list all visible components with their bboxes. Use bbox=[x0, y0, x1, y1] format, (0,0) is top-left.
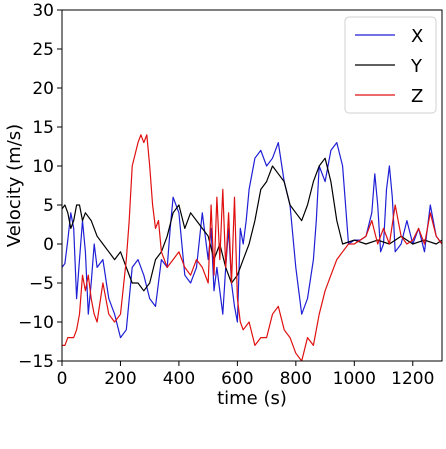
x-axis-label: time (s) bbox=[217, 388, 287, 409]
x-tick-label: 0 bbox=[57, 369, 68, 389]
y-tick-label: 25 bbox=[32, 40, 54, 60]
y-tick-label: 30 bbox=[32, 1, 54, 21]
y-tick-label: 10 bbox=[32, 157, 54, 177]
legend-label-z: Z bbox=[411, 86, 423, 107]
y-tick-label: 5 bbox=[43, 196, 54, 216]
series-layer bbox=[62, 134, 442, 361]
y-tick-label: −10 bbox=[18, 313, 54, 333]
x-tick-label: 600 bbox=[221, 369, 253, 389]
x-tick-label: 800 bbox=[280, 369, 312, 389]
x-tick-label: 200 bbox=[104, 369, 136, 389]
y-tick-label: 20 bbox=[32, 79, 54, 99]
plot-frame bbox=[61, 9, 443, 362]
legend-label-x: X bbox=[411, 26, 423, 47]
y-tick-label: −15 bbox=[18, 352, 54, 372]
x-tick-label: 1200 bbox=[391, 369, 434, 389]
x-tick-label: 400 bbox=[163, 369, 195, 389]
series-line-y bbox=[62, 157, 442, 292]
y-axis-label: Velocity (m/s) bbox=[4, 124, 25, 247]
y-tick-label: 15 bbox=[32, 118, 54, 138]
y-tick-label: −5 bbox=[29, 274, 54, 294]
y-tick-label: 0 bbox=[43, 235, 54, 255]
legend: XYZ bbox=[344, 16, 437, 114]
series-line-x bbox=[62, 142, 442, 339]
legend-label-y: Y bbox=[410, 56, 423, 77]
ticks-layer: 0 200 400 600 800 1000 1200 −15 −10 −5 0 5 10 15 20 25 3… bbox=[18, 1, 434, 389]
series-line-z bbox=[62, 134, 442, 361]
x-tick-label: 1000 bbox=[333, 369, 376, 389]
